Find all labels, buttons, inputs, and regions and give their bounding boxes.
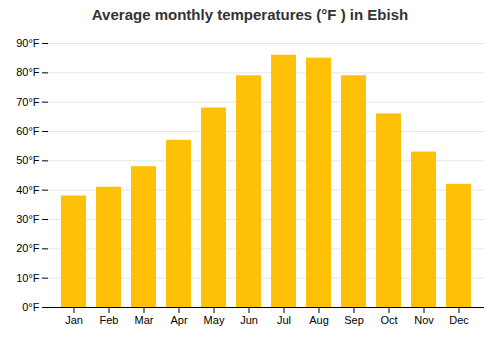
svg-text:Aug: Aug — [309, 314, 329, 326]
svg-text:Dec: Dec — [449, 314, 469, 326]
svg-text:Jan: Jan — [65, 314, 83, 326]
svg-text:50°F: 50°F — [16, 154, 40, 166]
svg-text:Apr: Apr — [170, 314, 187, 326]
svg-text:40°F: 40°F — [16, 184, 40, 196]
svg-text:Jul: Jul — [277, 314, 291, 326]
svg-text:60°F: 60°F — [16, 125, 40, 137]
html-text:Average monthly temperatures (: Average monthly temperatures (°F ) in Eb… — [91, 6, 409, 23]
svg-text:Jun: Jun — [240, 314, 258, 326]
svg-text:20°F: 20°F — [16, 242, 40, 254]
svg-text:Nov: Nov — [414, 314, 434, 326]
svg-text:0°F: 0°F — [22, 301, 40, 313]
svg-text:Sep: Sep — [344, 314, 364, 326]
svg-text:70°F: 70°F — [16, 96, 40, 108]
svg-text:Feb: Feb — [100, 314, 119, 326]
svg-text:90°F: 90°F — [16, 37, 40, 49]
svg-text:Oct: Oct — [380, 314, 397, 326]
svg-text:30°F: 30°F — [16, 213, 40, 225]
svg-text:Mar: Mar — [135, 314, 154, 326]
svg-text:80°F: 80°F — [16, 66, 40, 78]
svg-text:10°F: 10°F — [16, 272, 40, 284]
svg-text:May: May — [204, 314, 225, 326]
